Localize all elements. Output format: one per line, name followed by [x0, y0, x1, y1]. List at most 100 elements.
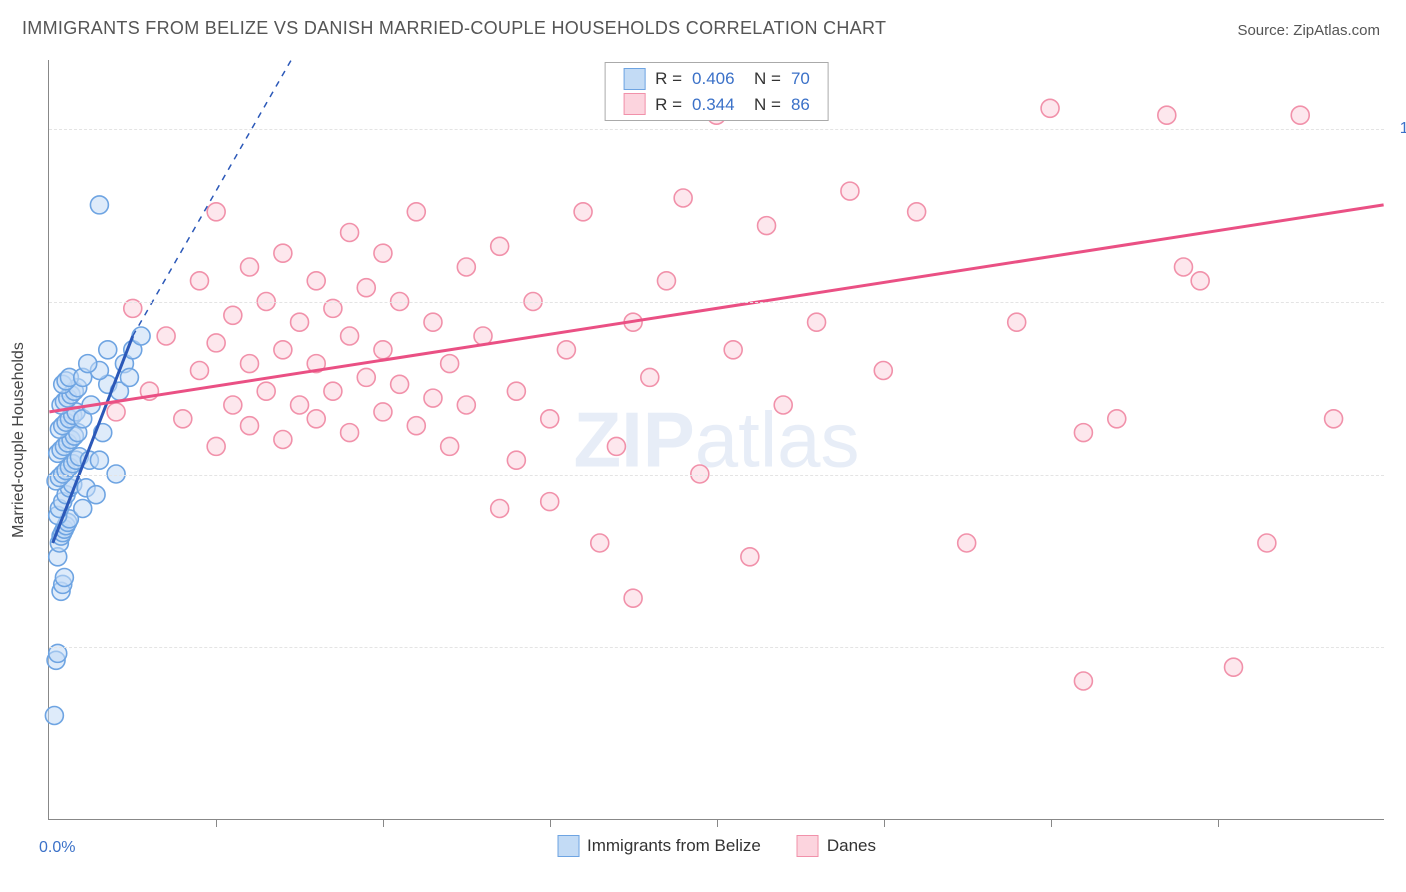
- data-point-danes: [1008, 313, 1026, 331]
- data-point-danes: [407, 203, 425, 221]
- legend-item-belize: Immigrants from Belize: [557, 835, 761, 857]
- data-point-danes: [541, 410, 559, 428]
- data-point-belize: [79, 355, 97, 373]
- stat-value-r: 0.406: [692, 66, 735, 92]
- data-point-belize: [132, 327, 150, 345]
- swatch-belize: [557, 835, 579, 857]
- data-point-danes: [591, 534, 609, 552]
- data-point-danes: [624, 589, 642, 607]
- data-point-danes: [190, 362, 208, 380]
- data-point-danes: [1225, 658, 1243, 676]
- data-point-danes: [958, 534, 976, 552]
- gridline: [49, 302, 1384, 303]
- data-point-danes: [207, 437, 225, 455]
- data-point-danes: [1258, 534, 1276, 552]
- data-point-danes: [774, 396, 792, 414]
- data-point-danes: [758, 217, 776, 235]
- data-point-danes: [274, 244, 292, 262]
- data-point-danes: [574, 203, 592, 221]
- plot-area: Married-couple Households 0.0% 80.0% ZIP…: [48, 60, 1384, 820]
- data-point-danes: [507, 451, 525, 469]
- chart-title: IMMIGRANTS FROM BELIZE VS DANISH MARRIED…: [22, 18, 886, 39]
- y-axis-title: Married-couple Households: [10, 342, 28, 538]
- data-point-belize: [55, 569, 73, 587]
- data-point-danes: [657, 272, 675, 290]
- data-point-belize: [87, 486, 105, 504]
- legend-correlation: R = 0.406 N = 70 R = 0.344 N = 86: [604, 62, 829, 121]
- data-point-danes: [441, 437, 459, 455]
- data-point-danes: [641, 368, 659, 386]
- data-point-danes: [224, 396, 242, 414]
- data-point-danes: [1325, 410, 1343, 428]
- legend-label: Immigrants from Belize: [587, 836, 761, 856]
- legend-series: Immigrants from Belize Danes: [557, 835, 876, 857]
- data-point-danes: [441, 355, 459, 373]
- data-point-danes: [1174, 258, 1192, 276]
- data-point-danes: [424, 389, 442, 407]
- data-point-danes: [341, 327, 359, 345]
- data-point-danes: [291, 313, 309, 331]
- x-tick: [884, 819, 885, 827]
- data-point-danes: [424, 313, 442, 331]
- source-label: Source: ZipAtlas.com: [1237, 22, 1380, 39]
- data-point-danes: [674, 189, 692, 207]
- gridline: [49, 647, 1384, 648]
- data-point-danes: [607, 437, 625, 455]
- stat-value-n: 70: [791, 66, 810, 92]
- legend-row-belize: R = 0.406 N = 70: [623, 66, 810, 92]
- data-point-belize: [45, 707, 63, 725]
- data-point-danes: [207, 203, 225, 221]
- data-point-danes: [374, 403, 392, 421]
- stat-value-n: 86: [791, 92, 810, 118]
- data-point-danes: [190, 272, 208, 290]
- x-tick: [717, 819, 718, 827]
- stat-value-r: 0.344: [692, 92, 735, 118]
- data-point-belize: [90, 451, 108, 469]
- data-point-danes: [491, 500, 509, 518]
- y-tick-label: 100.0%: [1400, 120, 1406, 138]
- data-point-danes: [1158, 106, 1176, 124]
- gridline: [49, 475, 1384, 476]
- data-point-danes: [374, 244, 392, 262]
- data-point-danes: [741, 548, 759, 566]
- data-point-belize: [120, 368, 138, 386]
- stat-label: R =: [655, 66, 682, 92]
- data-point-danes: [357, 279, 375, 297]
- legend-item-danes: Danes: [797, 835, 876, 857]
- data-point-danes: [1108, 410, 1126, 428]
- data-point-danes: [407, 417, 425, 435]
- legend-label: Danes: [827, 836, 876, 856]
- swatch-belize: [623, 68, 645, 90]
- data-point-danes: [808, 313, 826, 331]
- data-point-danes: [1041, 99, 1059, 117]
- chart-svg: [49, 60, 1384, 819]
- data-point-danes: [257, 382, 275, 400]
- data-point-danes: [874, 362, 892, 380]
- data-point-danes: [357, 368, 375, 386]
- data-point-danes: [274, 431, 292, 449]
- data-point-danes: [174, 410, 192, 428]
- data-point-danes: [841, 182, 859, 200]
- data-point-danes: [291, 396, 309, 414]
- legend-row-danes: R = 0.344 N = 86: [623, 92, 810, 118]
- data-point-danes: [307, 272, 325, 290]
- trend-line-danes: [49, 205, 1383, 412]
- data-point-danes: [107, 403, 125, 421]
- data-point-danes: [908, 203, 926, 221]
- data-point-danes: [457, 396, 475, 414]
- data-point-danes: [391, 375, 409, 393]
- stat-label: N =: [745, 92, 781, 118]
- data-point-danes: [241, 258, 259, 276]
- x-tick: [1218, 819, 1219, 827]
- data-point-danes: [241, 417, 259, 435]
- data-point-danes: [307, 410, 325, 428]
- data-point-danes: [157, 327, 175, 345]
- data-point-danes: [207, 334, 225, 352]
- swatch-danes: [797, 835, 819, 857]
- data-point-danes: [557, 341, 575, 359]
- data-point-danes: [324, 382, 342, 400]
- data-point-danes: [274, 341, 292, 359]
- data-point-danes: [241, 355, 259, 373]
- data-point-danes: [341, 424, 359, 442]
- data-point-danes: [1074, 672, 1092, 690]
